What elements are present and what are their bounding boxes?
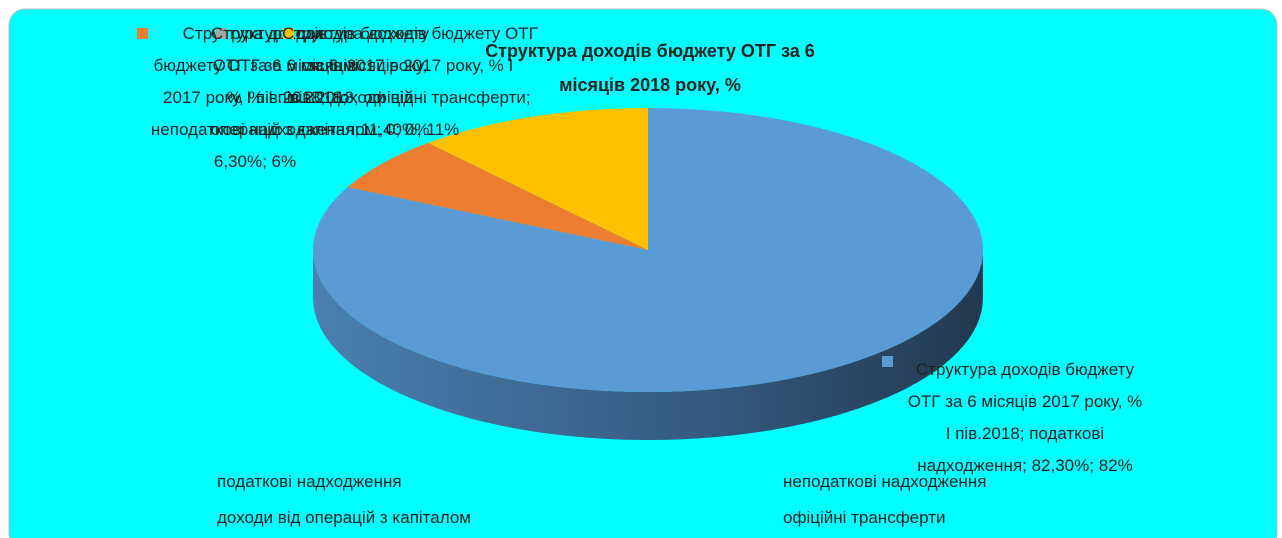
legend-label: податкові надходження [217, 472, 402, 491]
pie-slice-side [313, 250, 983, 440]
label-marker [137, 28, 148, 39]
label-marker [216, 28, 227, 39]
data-label: Структура доходів бюджету ОТГ за 6 місяц… [150, 24, 360, 171]
legend-item: офіційні трансферти [778, 508, 946, 528]
pie-slice [347, 142, 648, 250]
legend-label: доходи від операцій з капіталом [217, 508, 471, 527]
legend-label: неподаткові надходження [783, 472, 987, 491]
legend-item: неподаткові надходження [778, 472, 986, 492]
data-label: Структура доходів бюджету ОТГ за 6 місяц… [210, 24, 430, 139]
legend-item: доходи від операцій з капіталом [212, 508, 471, 528]
chart-title: Структура доходів бюджету ОТГ за 6 місяц… [485, 41, 815, 95]
data-label: Структура доходів бюджету ОТГ за 6 місяц… [907, 360, 1143, 475]
data-label: Структура доходів бюджету ОТГ за 6 місяц… [282, 24, 538, 139]
label-marker [882, 356, 893, 367]
pie [312, 108, 983, 440]
legend-item: податкові надходження [212, 472, 402, 492]
pie-slice [428, 108, 648, 250]
label-marker [283, 28, 294, 39]
legend-label: офіційні трансферти [783, 508, 946, 527]
